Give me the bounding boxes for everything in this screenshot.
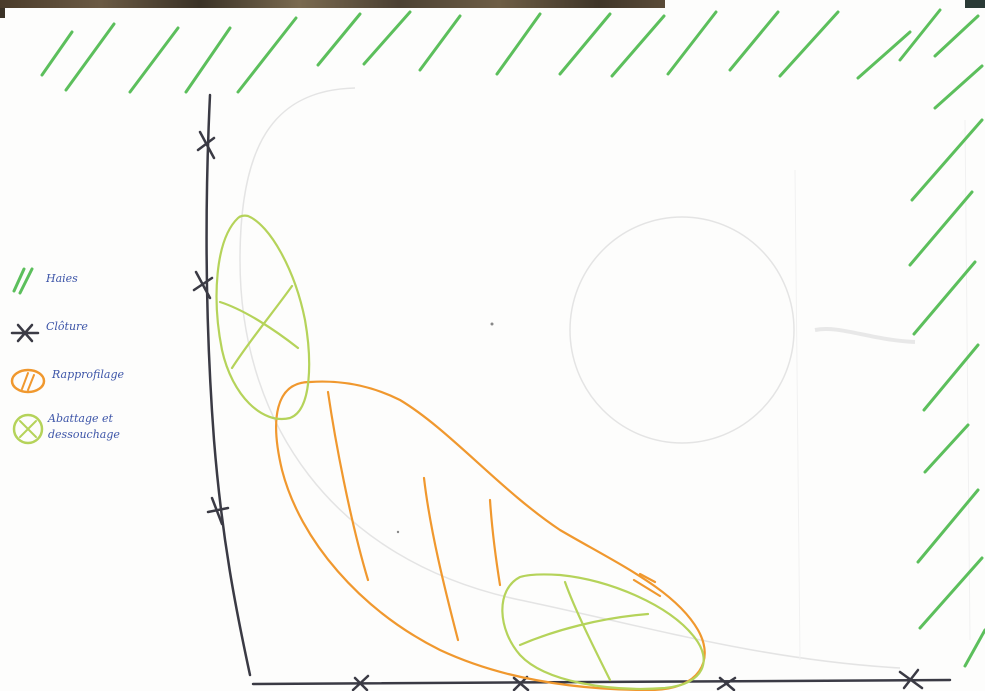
fence-lines (205, 93, 952, 686)
orange-hatched-ellipse-icon (10, 368, 46, 394)
faint-circle (569, 216, 795, 444)
fence-vertical (205, 93, 252, 677)
legend-item-haies: Haies (8, 255, 188, 295)
faint-field-outline (239, 87, 901, 669)
reprofile-zone (275, 380, 706, 691)
legend-label-rapprofilage: Rapprofilage (52, 368, 125, 381)
fence-cross-markers (192, 130, 924, 691)
fence-cross-3 (206, 496, 230, 526)
fence-cross-7 (898, 668, 924, 690)
fence-cross-5 (512, 675, 530, 691)
hedge-top-row (40, 8, 980, 94)
felling-zone-top-cross-a (218, 300, 300, 350)
fence-cross-1 (196, 130, 216, 160)
reprofile-hatch-1 (326, 390, 370, 582)
legend-label-abattage: Abattage et dessouchage (48, 412, 120, 441)
photo-edge-strip (0, 0, 665, 8)
legend-item-rapprofilage: Rapprofilage (8, 361, 188, 401)
felling-zone-bottom-cross-b (563, 580, 612, 682)
green-crossed-ellipse-icon (12, 413, 44, 445)
reprofile-hatch-3 (488, 498, 502, 587)
hedge-right-column (908, 64, 985, 668)
faint-vertical-2 (964, 119, 971, 641)
photo-edge-corner-left (0, 8, 5, 18)
legend-label-cloture: Clôture (46, 320, 88, 333)
fence-cross-2 (192, 270, 214, 300)
photo-edge-corner-right (965, 0, 985, 8)
felling-zone-top-cross-b (230, 284, 294, 370)
hedge-hatch-icon (12, 267, 34, 295)
pencil-dots (396, 322, 494, 534)
fence-cross-4 (351, 674, 370, 691)
faint-smudge (814, 327, 916, 344)
felling-zone-bottom-outline (501, 573, 705, 690)
faint-pencil-marks (239, 87, 971, 669)
faint-vertical-1 (794, 169, 801, 661)
felling-zone-top-outline (215, 214, 311, 421)
legend-item-cloture: Clôture (8, 313, 188, 353)
felling-zone-bottom-cross-a (518, 612, 650, 647)
reprofile-tick (632, 572, 662, 598)
fence-cross-icon (10, 323, 40, 343)
reprofile-hatch-2 (422, 476, 460, 642)
reprofile-zone-outline (275, 380, 706, 691)
legend-item-abattage: Abattage et dessouchage (8, 407, 188, 463)
legend-label-haies: Haies (46, 272, 78, 285)
fence-cross-6 (716, 676, 737, 691)
felling-zones (215, 214, 705, 690)
